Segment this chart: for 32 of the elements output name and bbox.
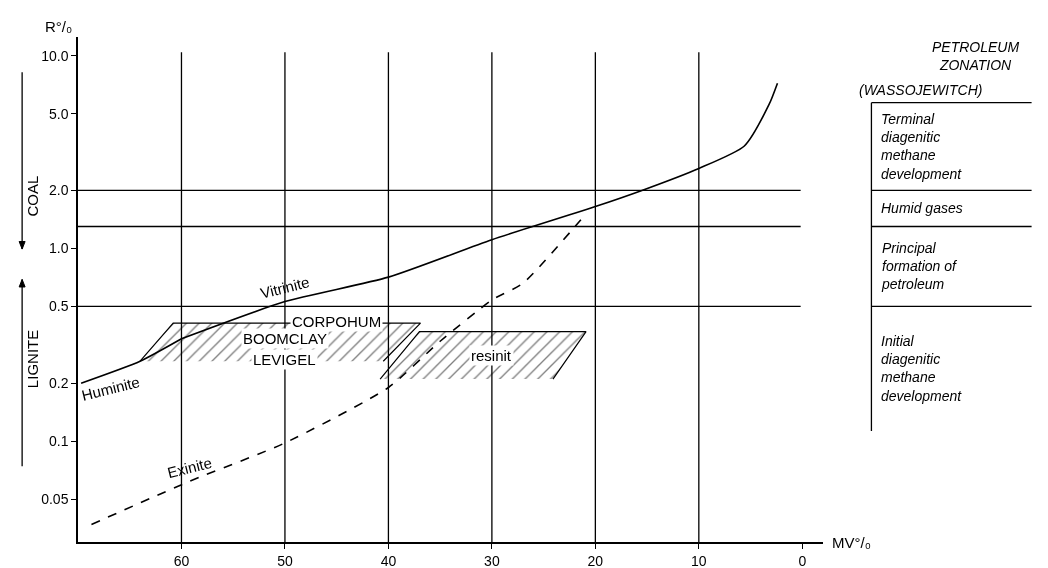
text: Principal formation of petroleum (881, 240, 959, 293)
text: PETROLEUM ZONATION (932, 39, 1020, 74)
y-tick-label: 0.05 (41, 491, 69, 508)
x-tick-label: 30 (484, 552, 500, 568)
text: Humid gases (881, 200, 963, 216)
y-tick-label: 10.0 (41, 47, 69, 64)
x-tick-label: 50 (277, 552, 293, 568)
x-tick-label: 40 (380, 552, 397, 568)
text: Initial diagenitic methane development (881, 333, 963, 404)
text: Exinite (165, 453, 214, 482)
y-tick-label: 0.2 (48, 375, 69, 392)
x-tick-label: 0 (798, 552, 807, 568)
text: COAL (23, 175, 41, 217)
x-axis-title: MV°/₀ (832, 534, 871, 551)
y-axis-title: R°/₀ (45, 18, 73, 35)
text: Vitrinite (258, 273, 312, 302)
y-tick-label: 0.5 (48, 298, 69, 315)
text: LIGNITE (24, 329, 42, 389)
text: Terminal diagenitic methane development (881, 111, 963, 182)
x-tick-label: 60 (173, 552, 190, 568)
annotation: LEVIGEL (253, 351, 316, 368)
annotation: BOOMCLAY (243, 330, 327, 347)
annotation: resinit (471, 347, 512, 364)
y-tick-label: 5.0 (48, 105, 69, 122)
annotation: CORPOHUM (292, 313, 382, 330)
y-tick-label: 2.0 (48, 182, 69, 199)
text: (WASSOJEWITCH) (859, 82, 983, 98)
x-tick-label: 20 (587, 552, 604, 568)
y-tick-label: 0.1 (48, 433, 69, 450)
x-tick-label: 10 (691, 552, 707, 568)
text: Huminite (79, 373, 142, 404)
y-tick-label: 1.0 (48, 240, 69, 257)
